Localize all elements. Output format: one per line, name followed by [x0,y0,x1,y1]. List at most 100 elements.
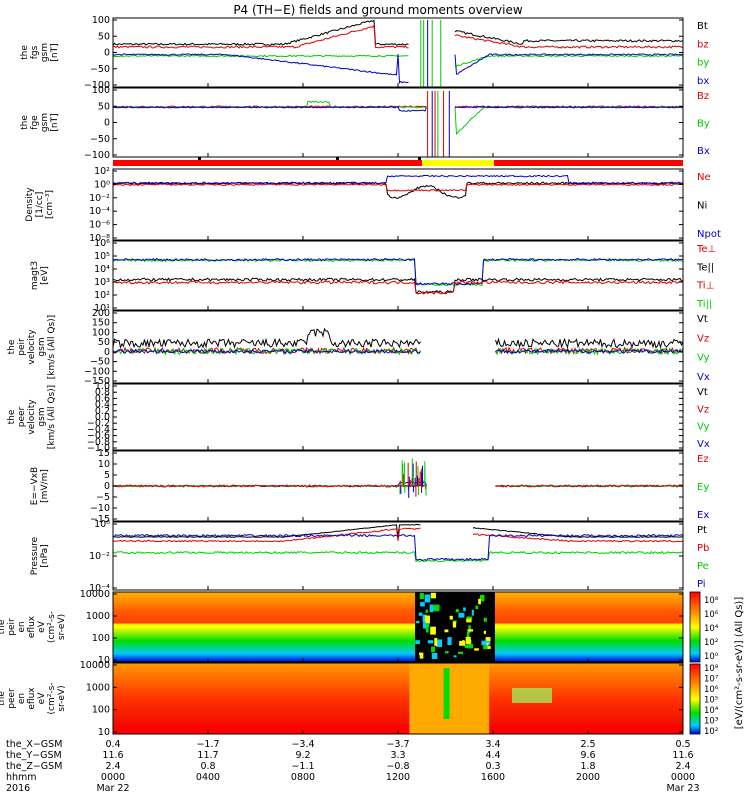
panel-ylabel-2: the fge gsm [nT] [20,113,60,132]
legend-entry: Ni [697,201,707,212]
spectrogram-peir-pixel [418,612,423,616]
spectrogram-peir-pixel [474,648,479,651]
xaxis-cell-y: 4.4 [485,750,500,761]
ylabel-line: [nT] [50,43,60,61]
ylabel-line: fgs [30,45,40,59]
colorbar-tick: 10² [704,727,718,737]
ytick-label: −100 [84,366,110,377]
ylabel-line: eV [37,620,47,633]
colorbar-label: [eV/(cm²-s-sr-eV)] (All Qs)] [734,597,745,730]
ylabel-line: [1/cc] [35,192,45,218]
legend-entry: Ex [697,510,709,521]
legend-entry: Pi [697,579,706,590]
ytick-label: −100 [84,150,110,161]
xaxis-cell-date: Mar 22 [96,783,129,794]
spectrogram-peir-pixel [419,652,424,659]
ylabel-line: fge [30,115,40,130]
spectrogram-peir-pixel [429,604,434,613]
ytick-label: 10⁶ [94,238,110,249]
colorbar-tick: 10⁶ [704,685,719,695]
region-bar-marker [198,157,201,160]
legend-entry: By [697,119,710,130]
region-bar-marker [418,157,421,160]
region-bar [113,157,683,166]
ylabel-line: eflux [27,615,37,638]
ylabel-line: magt3 [30,261,40,290]
ytick-label: 0.0 [95,412,110,423]
legend-entry: Ez [697,454,709,465]
ytick-label: 0.4 [95,400,110,411]
xaxis-cell-z: 0.3 [485,761,500,772]
spectrogram-peir-pixel [481,640,487,646]
xaxis-cell-z: −1.1 [291,761,314,772]
spectrogram-peir-pixel [475,605,479,610]
ytick-label: 1.0 [95,381,110,392]
ytick-label: 10000 [80,589,110,600]
spectrogram-peer-background [113,663,683,734]
xaxis-cell-hhmm: 1600 [481,772,505,783]
spectrogram-peir-pixel [431,646,435,652]
series-Bx [112,106,684,112]
ylabel-line: gsm [40,113,50,132]
panel-ylabel-5: the peir velocity gsm [km/s (All Qs)] [7,315,57,379]
ytick-label: −15 [90,514,110,525]
ytick-label: −10 [90,503,110,514]
ytick-label: 200 [92,308,110,319]
ytick-label: 0.6 [95,393,110,404]
ytick-label: 10 [98,727,110,738]
spectrogram-peir-pixel [463,607,466,612]
spectrogram-peir-pixel [420,601,425,607]
spectrogram-peer-low-energy [113,724,683,734]
ylabel-line: en [17,693,27,704]
spectrogram-peir-pixel [466,616,473,620]
legend-entry: by [697,58,709,69]
x-axis-table: the_X−GSMthe_Y−GSMthe_Z−GSMhhmm20160.411… [6,739,700,794]
spectrogram-peer-patch [512,688,552,703]
spectrogram-peir-pixel [455,608,459,613]
xaxis-cell-hhmm: 0000 [671,772,695,783]
ylabel-line: the [20,45,30,60]
xaxis-cell-x: 0.4 [105,739,120,750]
ytick-label: 10⁻⁶ [89,220,110,231]
spectrogram-peir-pixel [430,626,436,635]
xaxis-cell-hhmm: 0000 [101,772,125,783]
spectrogram-peir-pixel [478,598,481,605]
legend-entry: Te|| [696,262,714,273]
region-bar-magnetosphere [422,160,494,166]
series-Bt [112,19,684,46]
ytick-label: 50 [98,31,110,42]
series-Ez [112,484,684,488]
series-Vt [112,327,684,350]
ytick-label: 100 [92,327,110,338]
colorbar-tick: 10² [704,638,718,648]
ytick-label: 10⁻⁴ [89,206,110,217]
ylabel-line: gsm [40,43,50,62]
series-Pi [113,533,684,561]
legend-entry: Ti|| [696,299,712,310]
legend-entry: Vx [697,439,710,450]
ytick-label: 100 [92,15,110,26]
xaxis-cell-hhmm: 0800 [291,772,315,783]
ytick-label: 0.2 [95,406,110,417]
ytick-label: 0 [104,347,110,358]
panel-frame-8 [112,521,684,591]
series-Npot [113,174,684,185]
ylabel-line: (cm²-s- [47,611,57,643]
ylabel-line: peir [17,338,27,356]
ytick-label: 10⁻⁸ [89,233,110,244]
panel-frame-3 [112,168,684,241]
legend-entry: Bx [697,146,710,157]
colorbar-tick: 10⁴ [704,624,719,634]
panel-frame-6 [112,383,684,451]
xaxis-cell-x: 2.5 [580,739,595,750]
spectrogram-peir-high-flux [113,592,683,624]
series-Pe [112,550,684,563]
legend-entry: Vy [697,353,710,364]
ytick-label: 10⁵ [94,251,110,262]
ylabel-line: [nT] [50,113,60,131]
legend-entry: Ne [697,172,711,183]
legend-entry: Pe [697,561,709,572]
ytick-label: 10⁻⁴ [89,583,110,594]
